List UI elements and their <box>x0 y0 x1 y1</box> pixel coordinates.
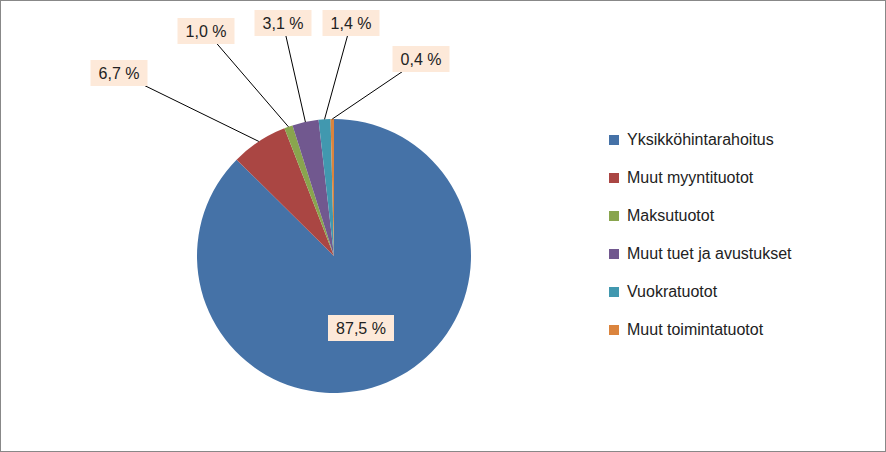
svg-text:87,5 %: 87,5 % <box>336 320 386 337</box>
svg-text:6,7 %: 6,7 % <box>99 65 140 82</box>
html-text:Muut myyntituotot: Muut myyntituotot <box>627 169 754 186</box>
html-text:Muut tuet ja avustukset: Muut tuet ja avustukset <box>627 245 792 262</box>
svg-text:1,0 %: 1,0 % <box>186 23 227 40</box>
html-text:Maksutuotot: Maksutuotot <box>627 207 715 224</box>
svg-text:3,1 %: 3,1 % <box>263 15 304 32</box>
svg-text:1,4 %: 1,4 % <box>331 15 372 32</box>
html-text:Vuokratuotot: Vuokratuotot <box>627 283 718 300</box>
svg-text:0,4 %: 0,4 % <box>401 51 442 68</box>
html-text:Muut toimintatuotot: Muut toimintatuotot <box>627 321 764 338</box>
html-text:Yksikköhintarahoitus: Yksikköhintarahoitus <box>627 131 774 148</box>
